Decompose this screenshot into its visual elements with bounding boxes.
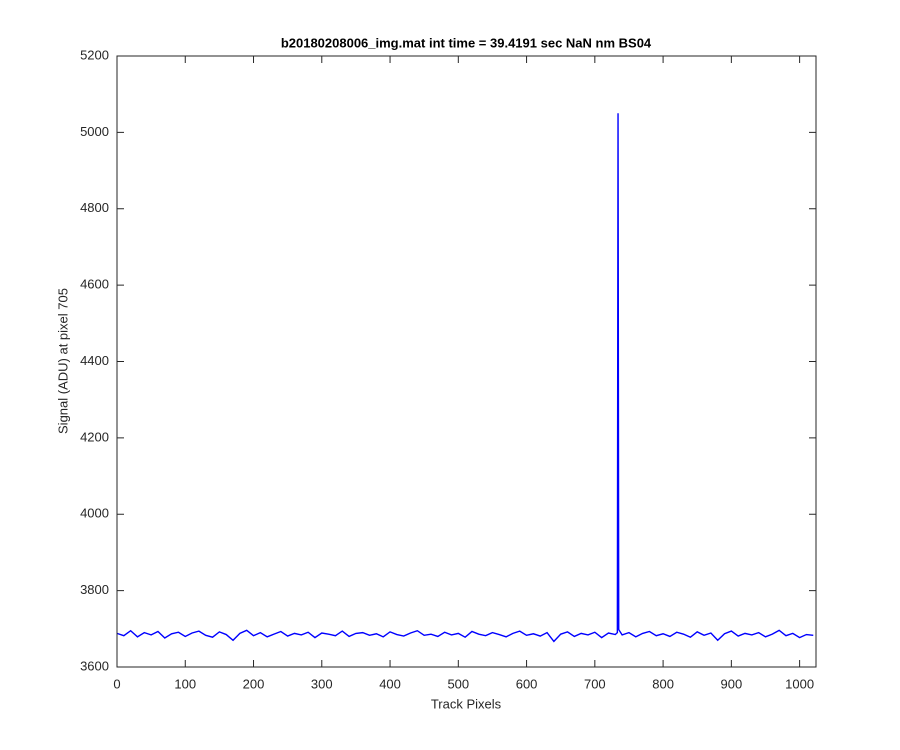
x-tick-label: 1000 (785, 676, 814, 691)
x-tick-label: 300 (311, 676, 333, 691)
x-axis-label: Track Pixels (431, 696, 502, 711)
y-tick-label: 4600 (80, 277, 109, 292)
y-tick-label: 4800 (80, 200, 109, 215)
x-tick-label: 500 (447, 676, 469, 691)
y-tick-label: 3600 (80, 658, 109, 673)
y-tick-label: 5000 (80, 124, 109, 139)
x-tick-label: 100 (174, 676, 196, 691)
x-tick-label: 200 (243, 676, 265, 691)
y-axis-label: Signal (ADU) at pixel 705 (55, 288, 70, 434)
y-tick-label: 5200 (80, 47, 109, 62)
data-line (116, 113, 814, 643)
chart-title: b20180208006_img.mat int time = 39.4191 … (281, 35, 652, 50)
y-tick-label: 4200 (80, 429, 109, 444)
x-tick-label: 900 (721, 676, 743, 691)
y-tick-label: 4400 (80, 353, 109, 368)
y-tick-label: 4000 (80, 506, 109, 521)
axes-box (116, 55, 817, 668)
x-tick-label: 600 (516, 676, 538, 691)
x-tick-label: 400 (379, 676, 401, 691)
x-tick-label: 0 (113, 676, 120, 691)
x-tick-label: 800 (652, 676, 674, 691)
x-tick-label: 700 (584, 676, 606, 691)
y-tick-label: 3800 (80, 582, 109, 597)
